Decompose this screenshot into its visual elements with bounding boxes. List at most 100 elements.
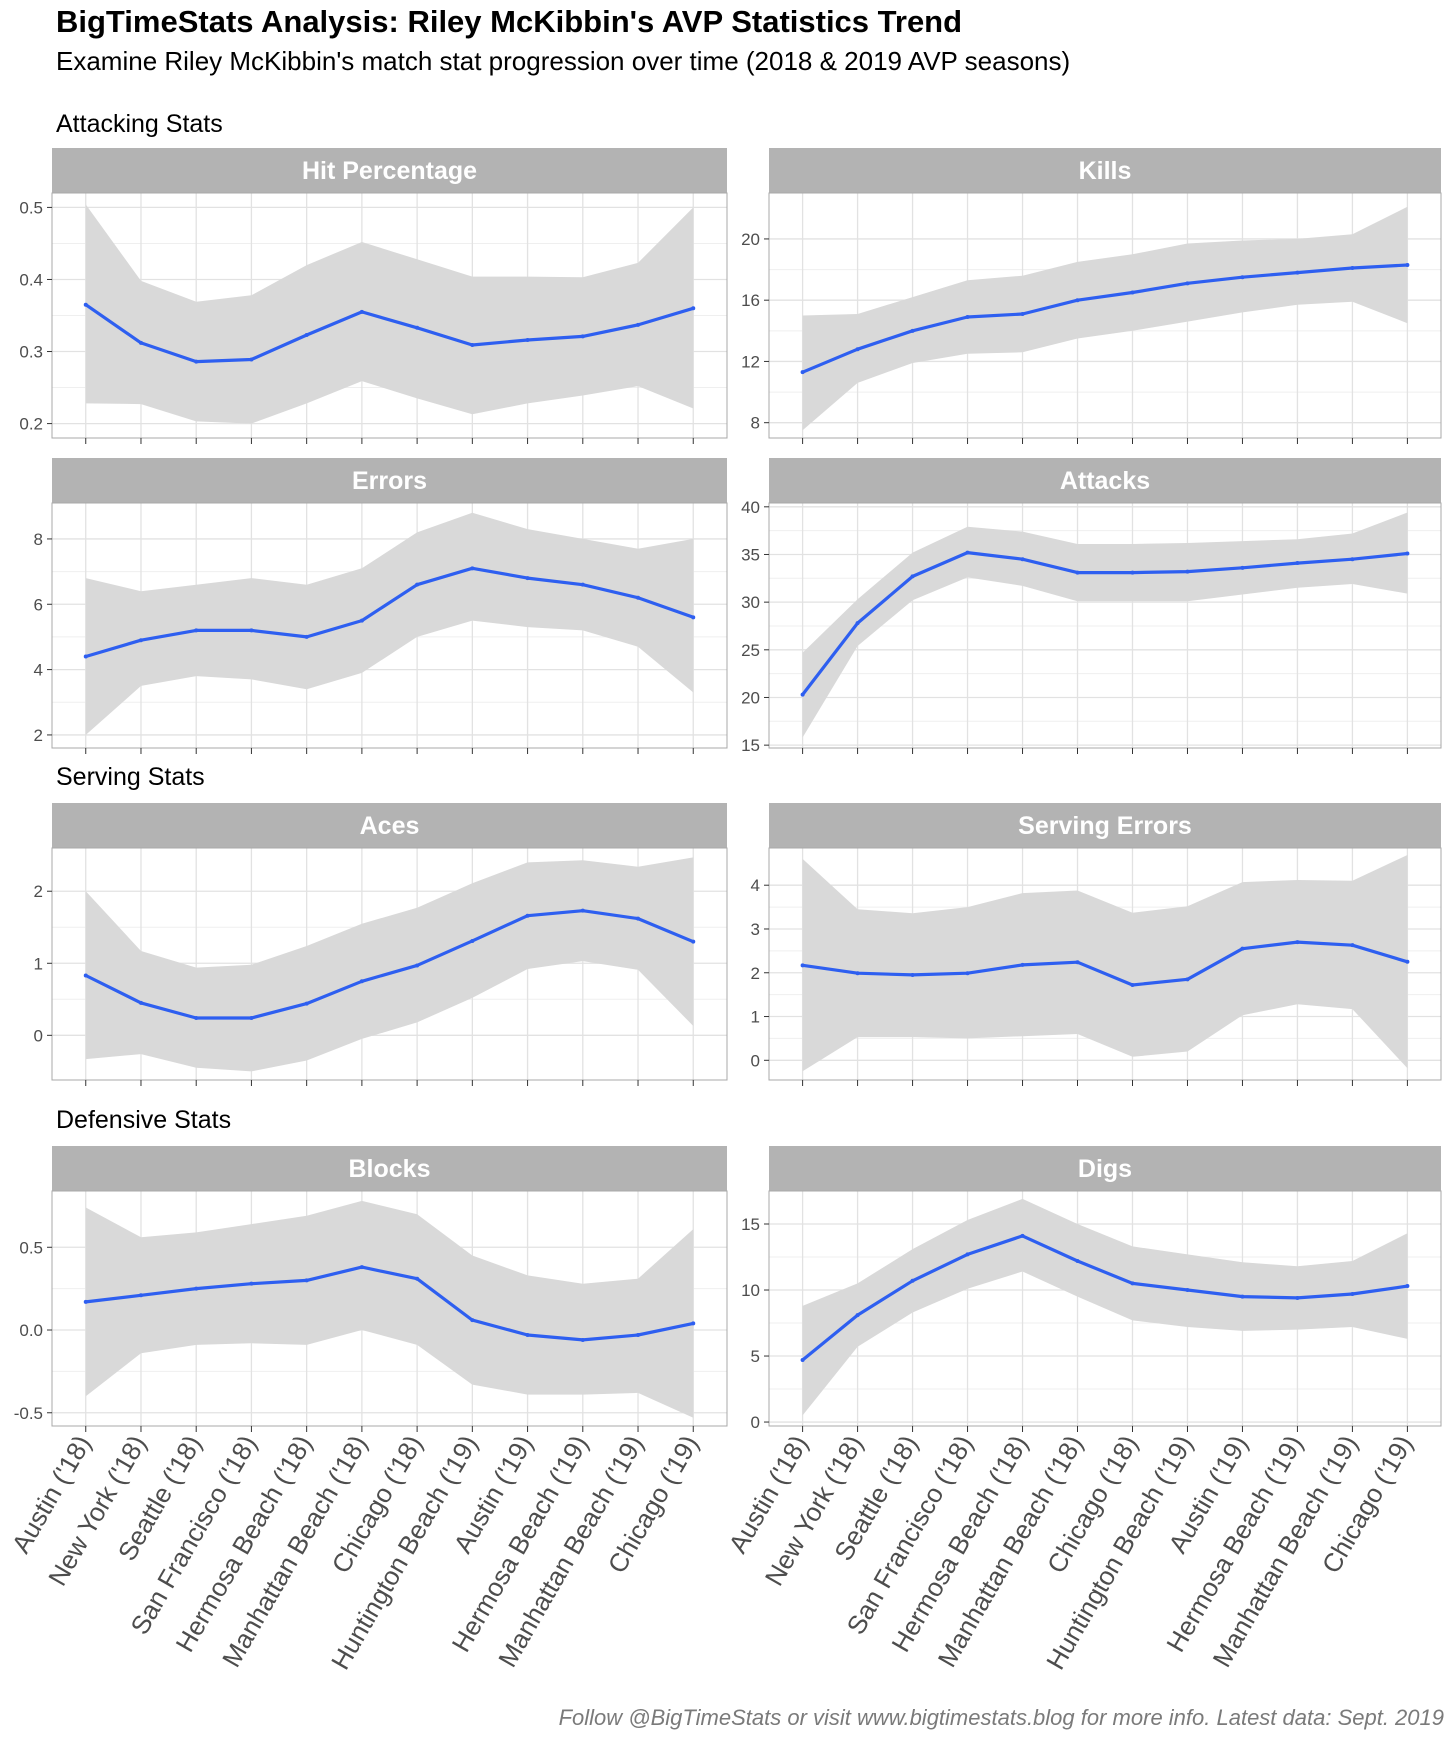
y-tick-label: -0.5 — [14, 1404, 43, 1423]
data-point-attacks — [1075, 570, 1080, 575]
data-point-hit-percentage — [636, 322, 641, 327]
panel-attacks: Attacks 15 20 25 30 35 40 — [741, 458, 1442, 755]
y-tick-label: 0.5 — [19, 198, 43, 217]
data-point-errors — [525, 576, 530, 581]
data-point-digs — [1350, 1291, 1355, 1296]
data-point-serving-errors — [910, 972, 915, 977]
data-point-errors — [249, 628, 254, 633]
data-point-hit-percentage — [580, 334, 585, 339]
data-point-blocks — [525, 1332, 530, 1337]
data-point-hit-percentage — [525, 338, 530, 342]
facet-title-serving-errors: Serving Errors — [1018, 812, 1192, 840]
panel-border-hit-percentage — [51, 192, 728, 439]
confidence-band-attacks — [802, 512, 1408, 738]
data-point-digs — [1075, 1258, 1080, 1263]
data-point-serving-errors — [1020, 962, 1025, 967]
trend-line-digs — [800, 1234, 1410, 1362]
footer-caption: Follow @BigTimeStats or visit www.bigtim… — [558, 1705, 1444, 1730]
data-point-digs — [855, 1313, 860, 1318]
panel-border-errors — [51, 502, 728, 749]
confidence-band-errors — [85, 512, 694, 735]
facet-strip-attacks — [769, 458, 1441, 503]
data-point-serving-errors — [1075, 960, 1080, 965]
y-tick-label: 0.4 — [19, 270, 43, 289]
y-tick-label: 1 — [34, 954, 43, 973]
data-point-kills — [800, 370, 805, 375]
confidence-band-digs — [802, 1198, 1408, 1416]
data-point-blocks — [580, 1337, 585, 1342]
y-tick-label: 4 — [751, 876, 760, 895]
confidence-band-hit-percentage — [85, 204, 694, 424]
data-point-aces — [525, 913, 530, 918]
y-tick-label: 40 — [741, 498, 760, 517]
data-point-errors — [415, 582, 420, 587]
y-tick-label: 0.0 — [19, 1321, 43, 1340]
panel-border-attacks — [768, 502, 1442, 749]
data-point-attacks — [965, 550, 970, 555]
data-point-blocks — [470, 1318, 475, 1323]
data-point-blocks — [359, 1265, 364, 1270]
data-point-blocks — [415, 1276, 420, 1281]
data-point-serving-errors — [1240, 946, 1245, 951]
y-tick-label: 3 — [751, 920, 760, 939]
data-point-serving-errors — [1405, 959, 1410, 964]
panel-border-digs — [768, 1190, 1442, 1427]
data-point-digs — [1130, 1281, 1135, 1286]
trend-line-blocks — [84, 1265, 695, 1342]
trend-line-kills — [800, 263, 1410, 374]
y-tick-label: 4 — [34, 661, 43, 680]
y-tick-label: 2 — [34, 882, 43, 901]
data-point-aces — [304, 1001, 309, 1006]
data-point-errors — [580, 582, 585, 587]
section-label-attacking: Attacking Stats — [56, 110, 223, 138]
data-point-serving-errors — [1130, 983, 1135, 988]
facet-strip-aces — [52, 803, 727, 848]
data-point-kills — [1350, 266, 1355, 271]
data-point-errors — [138, 638, 143, 643]
y-tick-label: 0.2 — [19, 415, 43, 434]
y-tick-label: 2 — [34, 726, 43, 745]
data-point-aces — [636, 916, 641, 921]
facet-strip-serving-errors — [769, 803, 1441, 848]
data-point-digs — [1185, 1288, 1190, 1293]
data-point-aces — [470, 938, 475, 943]
data-point-attacks — [1240, 565, 1245, 570]
data-point-attacks — [1405, 551, 1410, 556]
y-tick-label: 0 — [751, 1413, 760, 1432]
data-point-kills — [910, 328, 915, 333]
data-point-aces — [194, 1016, 199, 1021]
data-point-aces — [359, 979, 364, 984]
data-point-aces — [138, 1000, 143, 1005]
data-point-kills — [1240, 275, 1245, 280]
panel-serving-errors: Serving Errors 0 1 2 3 4 — [751, 803, 1442, 1086]
trend-line-hit-percentage — [84, 303, 695, 364]
data-point-aces — [83, 973, 88, 978]
facet-strip-errors — [52, 458, 727, 503]
data-point-errors — [83, 654, 88, 659]
data-point-errors — [636, 595, 641, 600]
y-tick-label: 0 — [751, 1051, 760, 1070]
data-point-hit-percentage — [194, 359, 199, 364]
section-label-defensive: Defensive Stats — [56, 1106, 231, 1134]
data-point-attacks — [1020, 557, 1025, 562]
data-point-digs — [910, 1278, 915, 1283]
panel-hit-percentage: Hit Percentage 0.2 0.3 0.4 0.5 — [19, 148, 728, 444]
data-point-digs — [800, 1357, 805, 1362]
data-point-blocks — [138, 1293, 143, 1298]
panel-aces: Aces 0 1 2 — [34, 803, 728, 1086]
trend-line-serving-errors — [800, 940, 1410, 987]
data-point-serving-errors — [965, 971, 970, 976]
data-point-attacks — [855, 621, 860, 626]
data-point-digs — [1295, 1295, 1300, 1300]
data-point-aces — [691, 939, 696, 944]
data-point-kills — [855, 347, 860, 352]
data-point-blocks — [304, 1278, 309, 1283]
data-point-digs — [965, 1252, 970, 1257]
chart-subtitle: Examine Riley McKibbin's match stat prog… — [56, 46, 1071, 76]
data-point-hit-percentage — [691, 306, 696, 311]
panel-border-serving-errors — [768, 847, 1442, 1081]
y-tick-label: 0.5 — [19, 1238, 43, 1257]
data-point-digs — [1240, 1294, 1245, 1299]
